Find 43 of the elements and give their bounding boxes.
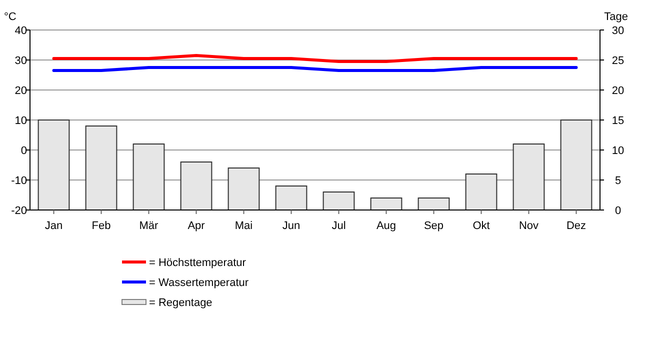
x-tick-label: Nov [518,220,540,232]
y-tick-label: -10 [11,175,27,187]
x-tick-label: Jun [282,220,300,232]
x-tick-label: Dez [566,220,586,232]
y-tick-label: -20 [11,205,27,217]
legend-label: = Höchsttemperatur [149,257,246,269]
y-tick-label: 30 [14,55,27,67]
bar [180,162,212,210]
bar [418,198,450,210]
y-tick-label: 20 [14,85,27,97]
bar [465,174,498,210]
y2-tick-label: 15 [612,115,624,127]
legend-label: = Wassertemperatur [149,277,249,289]
bar [132,144,165,210]
y2-axis-title: Tage [604,11,628,23]
x-tick-label: Mai [234,220,253,232]
y-tick-label: 10 [14,115,27,127]
bar [275,186,308,210]
legend-label: = Regentage [149,297,212,309]
x-tick-label: Apr [188,220,206,232]
bar [228,168,260,210]
y2-tick-label: 20 [612,85,624,97]
x-tick-label: Sep [424,220,444,232]
y2-tick-label: 30 [612,25,624,37]
y2-tick-label: 5 [614,175,622,187]
y2-tick-label: 0 [614,205,622,217]
x-tick-label: Okt [472,220,490,232]
y2-tick-label: 10 [612,145,624,157]
x-tick-label: Mär [139,220,159,232]
y-tick-label: 40 [14,25,27,37]
bar [512,144,545,210]
y2-tick-label: 25 [612,55,624,67]
bar [370,198,402,210]
x-tick-label: Feb [92,220,111,232]
x-tick-label: Jan [44,220,63,232]
x-tick-label: Aug [376,220,396,232]
x-tick-label: Jul [332,220,346,232]
y-axis-title: °C [4,11,16,23]
bar [322,192,355,210]
y-tick-label: 0 [20,145,27,157]
bar [560,120,592,210]
bar [38,120,70,210]
bar [85,126,118,210]
